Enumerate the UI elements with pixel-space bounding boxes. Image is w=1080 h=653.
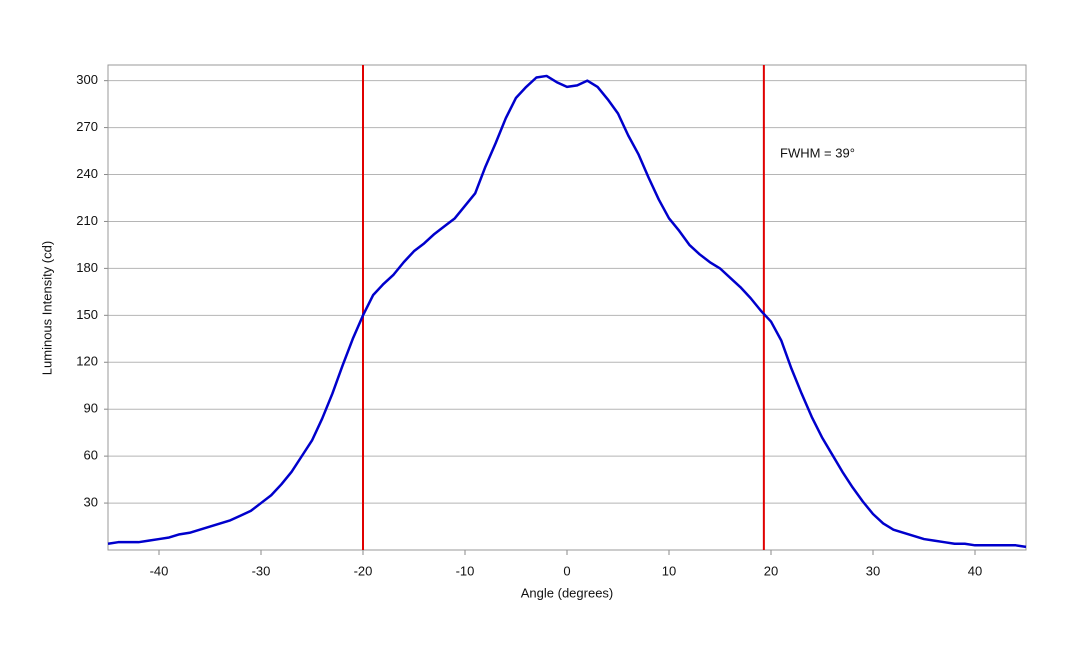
- y-tick-label: 30: [84, 495, 98, 510]
- y-tick-label: 180: [76, 260, 98, 275]
- x-tick-label: -20: [354, 563, 373, 578]
- y-tick-label: 120: [76, 354, 98, 369]
- y-axis-label: Luminous Intensity (cd): [39, 241, 54, 375]
- y-tick-label: 240: [76, 166, 98, 181]
- x-tick-label: 40: [968, 563, 982, 578]
- x-tick-label: 30: [866, 563, 880, 578]
- y-tick-label: 90: [84, 401, 98, 416]
- x-tick-label: -30: [252, 563, 271, 578]
- y-tick-label: 60: [84, 448, 98, 463]
- plot-frame: [107, 64, 1027, 551]
- y-tick-label: 210: [76, 213, 98, 228]
- x-tick-label: 10: [662, 563, 676, 578]
- y-tick-label: 270: [76, 119, 98, 134]
- y-tick-label: 300: [76, 72, 98, 87]
- x-tick-label: 20: [764, 563, 778, 578]
- x-axis-label: Angle (degrees): [521, 585, 614, 600]
- annotation: FWHM = 39°: [780, 145, 855, 160]
- x-tick-label: 0: [563, 563, 570, 578]
- y-tick-label: 150: [76, 307, 98, 322]
- x-tick-label: -10: [456, 563, 475, 578]
- data-line: [107, 74, 1027, 549]
- x-tick-label: -40: [150, 563, 169, 578]
